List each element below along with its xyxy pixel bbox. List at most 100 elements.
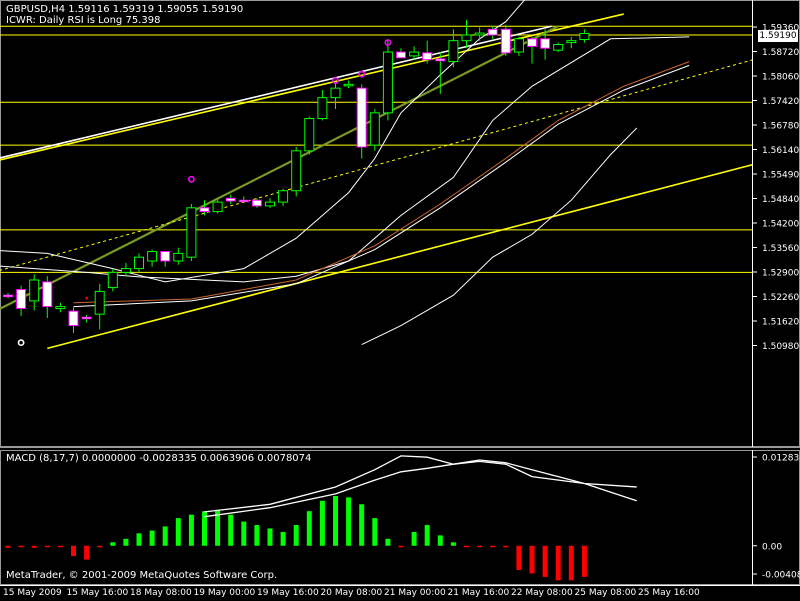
- macd-bar-down[interactable]: [97, 545, 103, 548]
- bear-candle[interactable]: [487, 28, 498, 36]
- bear-candle[interactable]: [68, 310, 79, 327]
- plot-area[interactable]: [0, 0, 800, 350]
- macd-bar-up[interactable]: [136, 533, 142, 546]
- macd-bar-up[interactable]: [319, 500, 325, 546]
- bull-candle[interactable]: [382, 51, 393, 114]
- signal-ring-marker[interactable]: [17, 339, 25, 347]
- macd-bar-up[interactable]: [359, 504, 365, 546]
- macd-bar-up[interactable]: [267, 528, 273, 546]
- bull-candle[interactable]: [409, 51, 420, 57]
- macd-bar-down[interactable]: [581, 545, 587, 577]
- bull-candle[interactable]: [94, 290, 105, 315]
- macd-bar-down[interactable]: [57, 545, 63, 548]
- bull-candle[interactable]: [120, 268, 131, 273]
- macd-signal-line[interactable]: [204, 459, 638, 518]
- bull-candle[interactable]: [186, 207, 197, 258]
- bear-candle[interactable]: [540, 38, 551, 49]
- trendline[interactable]: [0, 25, 559, 318]
- bull-candle[interactable]: [107, 271, 118, 289]
- price-chart[interactable]: 1.59360 1.58720 1.58060 1.57420 1.56780 1.561…: [0, 0, 800, 450]
- macd-bar-up[interactable]: [424, 525, 430, 546]
- bear-candle[interactable]: [251, 199, 262, 207]
- signal-ring-marker[interactable]: [332, 77, 339, 84]
- macd-bar-up[interactable]: [385, 538, 391, 546]
- bull-candle[interactable]: [461, 34, 472, 42]
- indicator-line[interactable]: [361, 127, 638, 346]
- macd-bar-down[interactable]: [464, 545, 469, 548]
- macd-bar-up[interactable]: [215, 509, 221, 546]
- macd-bar-up[interactable]: [254, 525, 260, 546]
- bull-candle[interactable]: [212, 201, 223, 213]
- macd-bar-down[interactable]: [5, 545, 11, 548]
- macd-bar-down[interactable]: [398, 545, 404, 548]
- macd-bar-up[interactable]: [293, 525, 299, 546]
- bear-candle[interactable]: [199, 207, 210, 213]
- macd-bar-down[interactable]: [568, 545, 574, 581]
- bull-candle[interactable]: [134, 256, 144, 270]
- bull-candle[interactable]: [448, 40, 459, 63]
- macd-bar-up[interactable]: [228, 514, 234, 546]
- signal-ring-marker[interactable]: [384, 39, 392, 46]
- trendline[interactable]: [47, 147, 800, 350]
- bull-candle[interactable]: [265, 201, 275, 207]
- macd-bar-down[interactable]: [18, 545, 24, 548]
- macd-bar-down[interactable]: [529, 545, 535, 574]
- bear-candle[interactable]: [225, 197, 236, 202]
- bull-candle[interactable]: [278, 190, 289, 203]
- macd-bar-up[interactable]: [175, 518, 181, 546]
- macd-bar-down[interactable]: [84, 545, 90, 560]
- bull-candle[interactable]: [147, 250, 158, 262]
- indicator-line[interactable]: [73, 61, 690, 304]
- bear-candle[interactable]: [356, 87, 367, 148]
- macd-bar-up[interactable]: [333, 495, 338, 546]
- signal-dot-marker[interactable]: [85, 296, 88, 300]
- bull-candle[interactable]: [29, 279, 40, 302]
- macd-bar-up[interactable]: [346, 497, 352, 546]
- bull-candle[interactable]: [304, 118, 315, 152]
- macd-bar-down[interactable]: [44, 545, 50, 548]
- time-axis[interactable]: 15 May 2009 15 May 16:00 18 May 08:00 19 Ma…: [0, 585, 800, 601]
- bear-candle[interactable]: [42, 281, 53, 308]
- bull-candle[interactable]: [474, 32, 485, 36]
- macd-bar-down[interactable]: [477, 545, 483, 548]
- macd-bar-up[interactable]: [372, 518, 378, 546]
- subwindow-separator[interactable]: [0, 447, 800, 448]
- bull-candle[interactable]: [291, 150, 302, 192]
- signal-ring-marker[interactable]: [187, 175, 195, 183]
- bear-candle[interactable]: [3, 294, 13, 298]
- macd-bar-down[interactable]: [542, 545, 548, 577]
- macd-bar-up[interactable]: [202, 511, 207, 546]
- macd-bar-up[interactable]: [123, 538, 129, 546]
- macd-bar-up[interactable]: [450, 542, 456, 546]
- bear-candle[interactable]: [396, 51, 406, 59]
- macd-bar-up[interactable]: [149, 530, 155, 546]
- bear-candle[interactable]: [500, 28, 511, 54]
- bull-candle[interactable]: [566, 40, 577, 44]
- bull-candle[interactable]: [513, 38, 524, 53]
- macd-bar-up[interactable]: [188, 514, 194, 546]
- bull-candle[interactable]: [317, 97, 328, 120]
- macd-main-line[interactable]: [204, 455, 637, 513]
- bear-candle[interactable]: [81, 316, 92, 320]
- macd-bar-up[interactable]: [241, 521, 247, 546]
- macd-bar-down[interactable]: [516, 545, 522, 570]
- bear-candle[interactable]: [238, 199, 249, 203]
- bull-candle[interactable]: [173, 252, 184, 262]
- macd-bar-up[interactable]: [411, 531, 417, 546]
- bull-candle[interactable]: [330, 87, 341, 99]
- macd-bar-down[interactable]: [490, 545, 496, 548]
- macd-bar-down[interactable]: [555, 545, 561, 581]
- bull-candle[interactable]: [55, 306, 66, 309]
- bull-candle[interactable]: [343, 83, 354, 87]
- trendline[interactable]: [0, 48, 794, 275]
- indicator-line[interactable]: [0, 36, 690, 283]
- bull-candle[interactable]: [553, 43, 564, 51]
- bull-candle[interactable]: [369, 112, 380, 146]
- bear-candle[interactable]: [527, 38, 537, 47]
- bear-candle[interactable]: [422, 52, 433, 61]
- macd-chart[interactable]: 0.012836 0.00 -0.004083: [0, 450, 800, 585]
- macd-bar-up[interactable]: [162, 526, 168, 546]
- macd-bar-up[interactable]: [306, 511, 312, 546]
- macd-bar-up[interactable]: [110, 542, 116, 546]
